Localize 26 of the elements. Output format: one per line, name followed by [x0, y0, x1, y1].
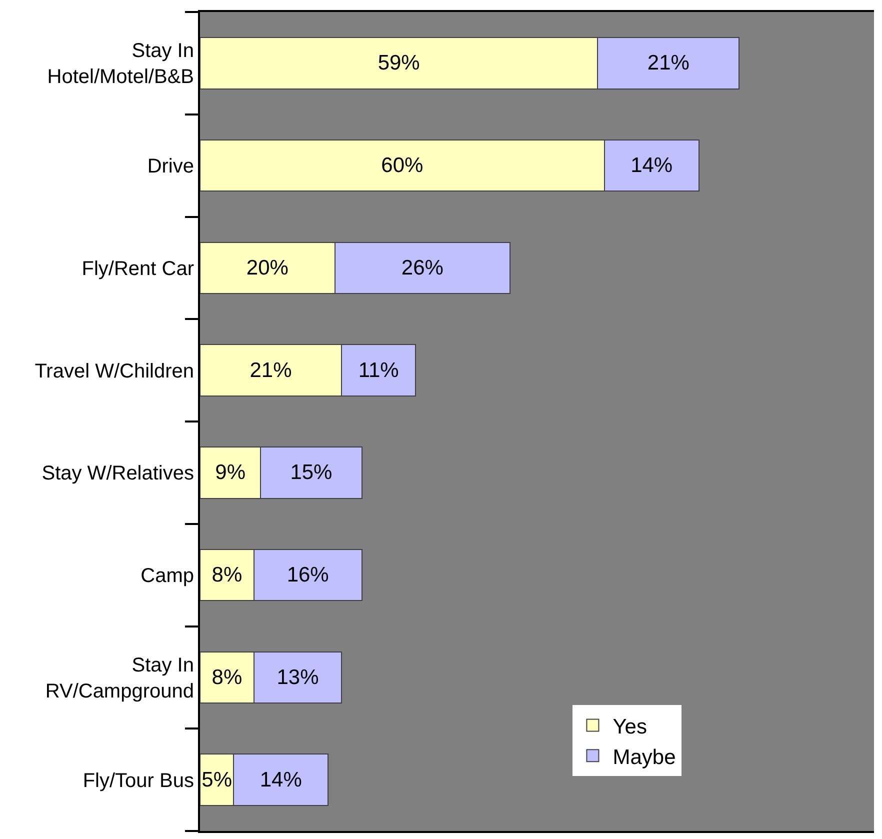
- data-label: 14%: [630, 154, 673, 178]
- data-label: 5%: [202, 768, 232, 792]
- y-tick-label: Drive: [147, 156, 194, 178]
- data-label: 59%: [378, 52, 420, 75]
- data-label: 14%: [260, 768, 302, 792]
- y-tick-label: Fly/Rent Car: [82, 258, 194, 280]
- data-label: 8%: [212, 666, 242, 689]
- legend-label: Yes: [612, 715, 647, 738]
- data-label: 15%: [290, 461, 332, 484]
- data-label: 8%: [212, 564, 242, 587]
- data-label: 20%: [246, 256, 288, 280]
- data-label: 13%: [276, 666, 319, 689]
- y-tick-label: Stay W/Relatives: [42, 462, 194, 485]
- data-label: 11%: [358, 358, 399, 382]
- data-label: 21%: [647, 52, 690, 75]
- y-tick-label: Travel W/Children: [34, 360, 194, 382]
- data-label: 21%: [250, 358, 292, 382]
- y-tick-label: Stay In Hotel/Motel/B&B: [47, 40, 194, 88]
- data-label: 16%: [286, 564, 329, 587]
- data-label: 60%: [381, 154, 424, 178]
- y-tick-label: Fly/Tour Bus: [82, 770, 194, 792]
- legend-label: Maybe: [612, 746, 676, 769]
- y-tick-label: Stay In RV/Campground: [45, 654, 194, 702]
- y-tick-label: Camp: [140, 565, 194, 588]
- data-label: 26%: [401, 256, 444, 280]
- data-label: 9%: [215, 461, 246, 484]
